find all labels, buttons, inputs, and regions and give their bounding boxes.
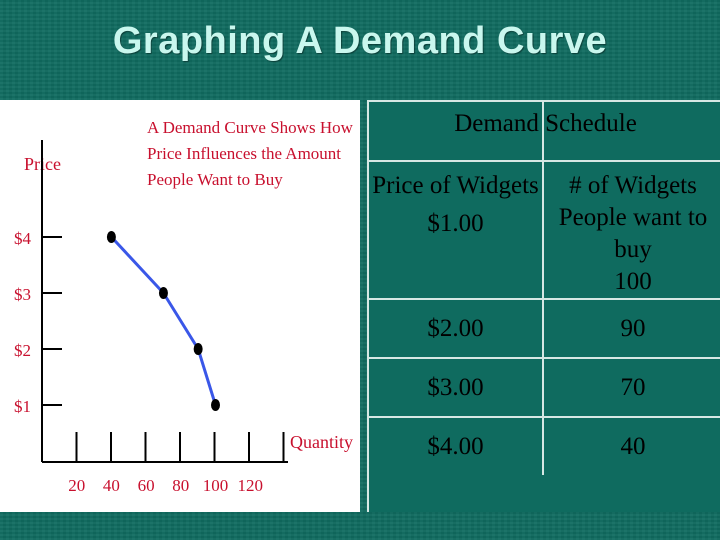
price-value: $3.00 [369, 357, 544, 417]
chart-caption-line: Price Influences the Amount [147, 144, 341, 163]
quantity-value: 70 [543, 357, 720, 417]
chart-caption-line: A Demand Curve Shows How [147, 118, 354, 137]
y-tick-label: $2 [14, 341, 31, 360]
table-row: $4.00 40 [369, 416, 720, 475]
quantity-value: 100 [614, 268, 652, 295]
quantity-header: # of Widgets People want to buy [558, 172, 708, 263]
quantity-header-cell: # of Widgets People want to buy 100 [543, 160, 720, 299]
table-row: $3.00 70 [369, 357, 720, 417]
price-value: $1.00 [427, 210, 484, 237]
y-tick-label: $4 [14, 229, 32, 248]
y-tick-label: $1 [14, 397, 31, 416]
demand-chart: A Demand Curve Shows How Price Influences… [14, 118, 354, 495]
demand-chart-panel: A Demand Curve Shows How Price Influences… [0, 100, 360, 512]
price-header-cell: Price of Widgets $1.00 [369, 160, 544, 299]
demand-curve-point [211, 399, 220, 411]
x-tick-label: 80 [172, 476, 189, 495]
x-tick-label: 20 [68, 476, 85, 495]
x-tick-label: 120 [237, 476, 263, 495]
table-header-row: Price of Widgets $1.00 # of Widgets Peop… [369, 160, 720, 299]
slide-title: Graphing A Demand Curve [112, 20, 608, 62]
schedule-title: Demand Schedule [454, 110, 637, 137]
price-value: $2.00 [369, 298, 544, 358]
price-value: $4.00 [369, 416, 544, 475]
x-tick-label: 40 [103, 476, 120, 495]
title-divider [542, 102, 544, 160]
x-axis-label: Quantity [290, 432, 353, 452]
quantity-value: 40 [543, 416, 720, 475]
demand-curve-line [110, 235, 217, 406]
x-tick-label: 100 [203, 476, 229, 495]
price-header: Price of Widgets [372, 172, 539, 199]
x-tick-label: 60 [138, 476, 155, 495]
y-tick-label: $3 [14, 285, 31, 304]
demand-curve-point [193, 343, 203, 355]
chart-caption-line: People Want to Buy [147, 170, 283, 189]
demand-curve-point [158, 287, 168, 299]
demand-schedule-table: Price of Widgets $1.00 # of Widgets Peop… [369, 160, 720, 475]
table-row: $2.00 90 [369, 298, 720, 358]
demand-curve-point [106, 231, 116, 243]
quantity-value: 90 [543, 298, 720, 358]
demand-schedule-panel: Demand Schedule Price of Widgets $1.00 #… [367, 100, 720, 512]
